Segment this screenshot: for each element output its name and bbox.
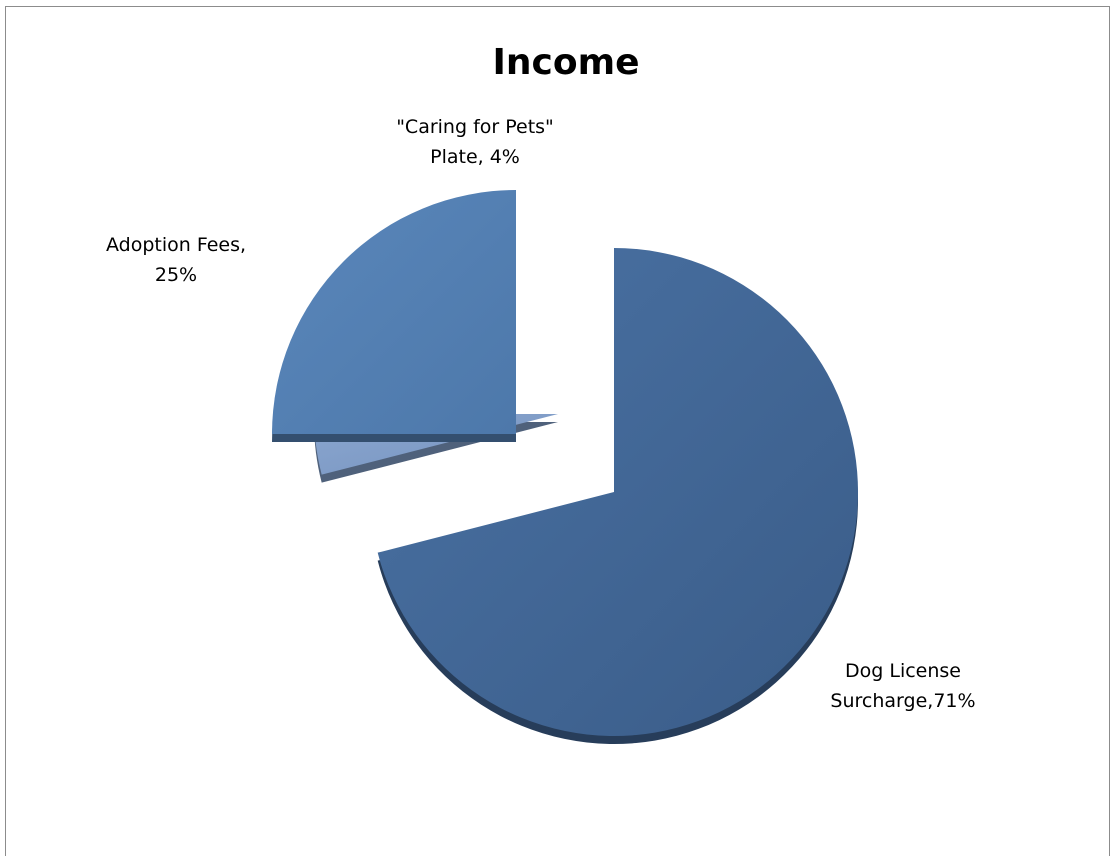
pie-slice-label-line: "Caring for Pets" <box>396 116 554 138</box>
chart-title: Income <box>492 42 639 83</box>
pie-slice-label-2: "Caring for Pets" Plate, 4% <box>396 116 554 168</box>
pie-slice-label-line: Plate, 4% <box>430 146 520 168</box>
pie-slice-label-line: 25% <box>155 264 197 286</box>
pie-slice-label-line: Dog License <box>845 660 961 682</box>
pie-data-labels: Dog License Surcharge,71% "Caring for Pets… <box>106 116 976 712</box>
pie-slice-label-line: Adoption Fees, <box>106 234 246 256</box>
pie-slice-label-1: Dog License Surcharge,71% <box>830 660 975 712</box>
pie-slice-3[interactable] <box>272 190 516 434</box>
pie-slice-label-line: Surcharge,71% <box>830 690 975 712</box>
pie-slice-1[interactable] <box>377 248 859 736</box>
pie-slices <box>272 190 859 744</box>
pie-slice-label-3: Adoption Fees, 25% <box>106 234 246 286</box>
